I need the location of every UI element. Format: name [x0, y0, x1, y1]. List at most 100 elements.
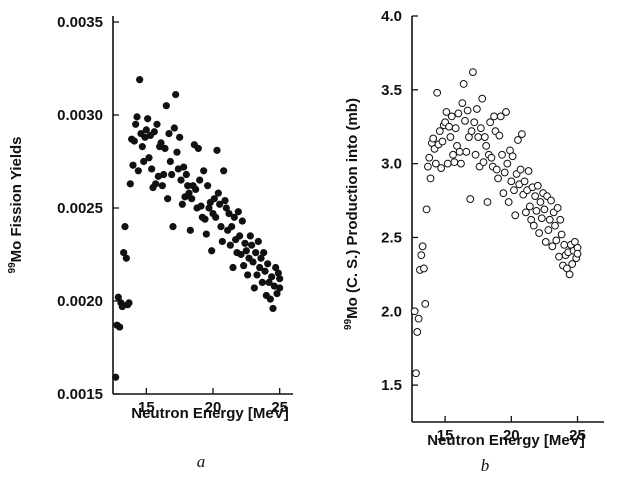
panel-a-data-point [252, 249, 260, 257]
panel-a-data-point [230, 213, 238, 221]
panel-b-x-axis-title: Neutron Energy [MeV] [427, 432, 585, 449]
panel-a-data-point [114, 293, 122, 301]
panel-a-data-point [220, 167, 228, 175]
panel-b-data-point [551, 221, 559, 230]
panel-a-data-point [236, 232, 244, 240]
panel-a-data-point [138, 143, 146, 151]
panel-a-data-point [178, 200, 186, 208]
panel-b-data-point [486, 118, 495, 127]
panel-b-data-point [500, 168, 509, 177]
panel-a-data-point [205, 204, 213, 212]
panel-b-data-point [455, 147, 464, 156]
panel-a-y-tick-label: 0.0035 [57, 14, 103, 31]
panel-b-data-point [533, 181, 542, 190]
panel-a-data-point [173, 148, 181, 156]
panel-a-data-point [242, 247, 250, 255]
panel-a-data-point [238, 217, 246, 225]
panel-b-data-point [541, 237, 550, 246]
panel-b-ticks: 15 20 25 1.5 2.0 2.5 3.0 3.5 4.0 [381, 8, 586, 444]
panel-a-data-point [152, 180, 160, 188]
panel-a-x-tick-label: 20 [205, 399, 222, 416]
panel-a-data-point [188, 195, 196, 203]
panel-a-data-point [217, 223, 225, 231]
panel-b-data-point [417, 251, 426, 260]
panel-a-data-point [216, 200, 224, 208]
panel-b-x-tick-label: 25 [569, 427, 586, 444]
panel-b-data-point [498, 150, 506, 159]
panel-a-data-point [218, 237, 226, 246]
panel-a-data-point [112, 373, 120, 381]
chart-panel-a: 15 20 25 0.0015 0.0020 0.0025 0.0030 0.0035 Neu… [7, 14, 293, 471]
panel-b-data-point [463, 106, 472, 115]
panel-b-data-point [458, 99, 467, 108]
panel-a-data-point [274, 269, 282, 277]
panel-b-y-tick-label: 2.5 [381, 229, 402, 246]
panel-b-data-point [518, 130, 526, 139]
panel-a-data-point [136, 76, 144, 84]
panel-a-data-point [257, 254, 265, 262]
panel-a-data-point [158, 182, 166, 190]
panel-a-y-tick-label: 0.0020 [57, 293, 103, 310]
panel-a-data-point [254, 237, 262, 246]
panel-b-data-point [476, 124, 485, 133]
panel-b-data-point [553, 204, 562, 212]
panel-a-y-axis-title-text: Mo Fission Yields [8, 137, 25, 263]
panel-b-data-point [479, 158, 488, 167]
panel-a-data-point [204, 182, 212, 190]
panel-b-y-axis-title-text: Mo (C. S.) Production into (mb) [344, 98, 361, 319]
panel-b-data-point [496, 112, 505, 121]
panel-a-data-point [166, 157, 174, 166]
panel-a-data-point [225, 209, 233, 218]
panel-a-data-point [226, 241, 234, 249]
panel-b-data-point [469, 68, 477, 77]
panel-a-data-point [130, 137, 138, 145]
panel-b-data-point [451, 124, 460, 133]
panel-b-data-point [454, 109, 463, 118]
panel-a-data-point [169, 223, 177, 231]
panel-b-data-point [557, 230, 566, 239]
panel-b-data-point [548, 242, 557, 251]
panel-a-data-point [202, 230, 210, 238]
panel-a-data-point [213, 146, 221, 154]
panel-a-ticks: 15 20 25 0.0015 0.0020 0.0025 0.0030 0.0035 [57, 14, 288, 416]
chart-panel-b: 15 20 25 1.5 2.0 2.5 3.0 3.5 4.0 Neutron Energy … [343, 8, 604, 475]
panel-a-y-axis-title-superscript: 99 [7, 262, 18, 274]
panel-a-data-point [197, 202, 205, 210]
panel-b-data-point [560, 240, 569, 249]
panel-b-data-point [437, 164, 446, 172]
panel-b-data-point [504, 198, 513, 206]
panel-a-data-point [168, 170, 176, 179]
panel-a-y-tick-label: 0.0030 [57, 107, 103, 124]
panel-b-data-point [556, 215, 565, 224]
panel-b-data-point [521, 208, 530, 217]
panel-b-data-point [531, 192, 540, 201]
panel-b-caption: b [481, 456, 490, 475]
panel-b-x-tick-label: 15 [437, 427, 454, 444]
panel-a-data-point [264, 260, 272, 268]
panel-a-data-point [145, 154, 153, 162]
panel-a-data-point [133, 113, 141, 121]
panel-a-x-axis-title: Neutron Energy [MeV] [131, 405, 289, 422]
panel-a-x-tick-label: 25 [271, 399, 288, 416]
panel-a-x-tick-label: 15 [138, 399, 155, 416]
panel-b-data-point [450, 158, 459, 167]
panel-a-y-tick-label: 0.0015 [57, 386, 103, 403]
panel-b-data-point [421, 299, 430, 308]
panel-b-data-point [573, 249, 582, 258]
panel-b-data-point [420, 264, 428, 273]
panel-a-data-point [268, 273, 276, 281]
panel-a-data-point [212, 213, 220, 221]
panel-b-data-point [516, 165, 525, 174]
panel-a-data-point [237, 250, 245, 259]
panel-a-y-axis-title: 99Mo Fission Yields [7, 137, 25, 274]
panel-a-data-point [129, 161, 137, 169]
panel-a-data-point [144, 115, 152, 123]
panel-a-data-point [161, 144, 169, 153]
panel-b-data-point [472, 105, 481, 113]
panel-a-data-point [126, 180, 134, 188]
panel-b-data-point [418, 242, 427, 251]
panel-b-data-point [568, 260, 577, 268]
panel-b-data-point [462, 147, 471, 156]
panel-a-data-point [194, 144, 202, 153]
